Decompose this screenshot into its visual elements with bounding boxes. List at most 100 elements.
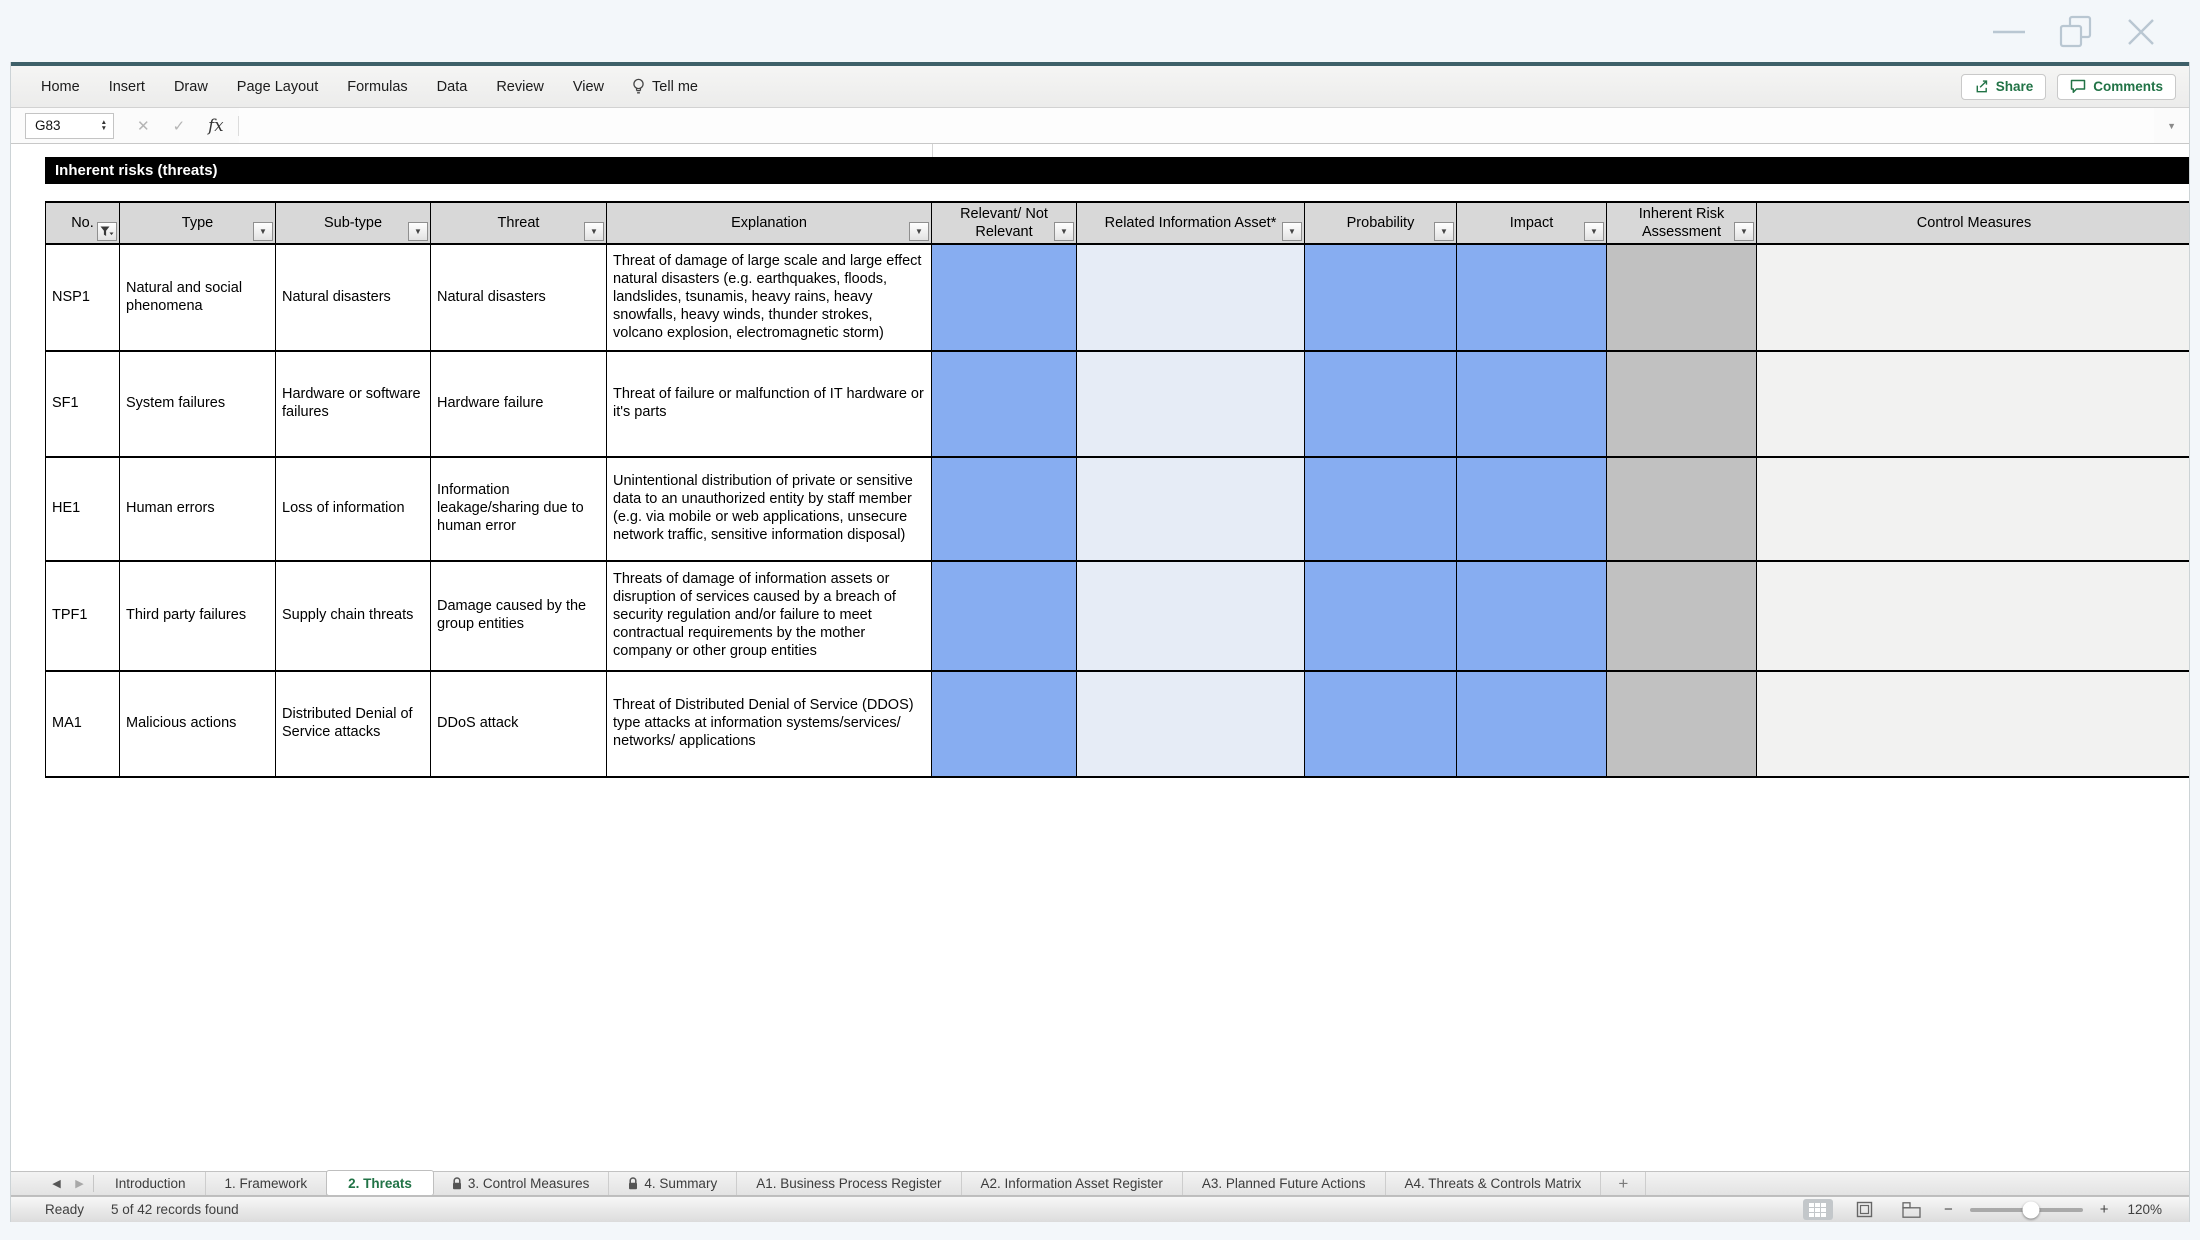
column-header-type[interactable]: Type ▼ bbox=[119, 200, 276, 246]
cell-explanation[interactable]: Threat of Distributed Denial of Service … bbox=[606, 670, 932, 779]
cell-control-measures[interactable] bbox=[1756, 456, 2189, 563]
formula-input[interactable] bbox=[238, 108, 2155, 143]
zoom-slider-knob[interactable] bbox=[2022, 1201, 2040, 1218]
menu-view[interactable]: View bbox=[572, 78, 605, 95]
column-header-probability[interactable]: Probability ▼ bbox=[1304, 200, 1457, 246]
sheet-tab-3-control-measures[interactable]: 3. Control Measures bbox=[433, 1172, 610, 1195]
cell-probability[interactable] bbox=[1304, 350, 1457, 459]
normal-view-button[interactable] bbox=[1802, 1199, 1833, 1220]
cell-relevant[interactable] bbox=[931, 560, 1077, 673]
cell-relevant[interactable] bbox=[931, 456, 1077, 563]
cell-no[interactable]: TPF1 bbox=[45, 560, 120, 673]
filter-dropdown-icon[interactable]: ▼ bbox=[1282, 222, 1302, 242]
close-button[interactable] bbox=[2124, 15, 2158, 49]
menu-draw[interactable]: Draw bbox=[173, 78, 208, 95]
cancel-icon[interactable]: ✕ bbox=[137, 117, 150, 135]
column-header-threat[interactable]: Threat ▼ bbox=[430, 200, 607, 246]
cell-type[interactable]: System failures bbox=[119, 350, 276, 459]
filter-dropdown-icon[interactable]: ▼ bbox=[909, 222, 929, 242]
sheet-tab-4-summary[interactable]: 4. Summary bbox=[609, 1172, 738, 1195]
name-box-spinner[interactable]: ▲ ▼ bbox=[98, 119, 110, 132]
column-header-explanation[interactable]: Explanation ▼ bbox=[606, 200, 932, 246]
cell-probability[interactable] bbox=[1304, 560, 1457, 673]
cell-inherent-risk[interactable] bbox=[1606, 560, 1757, 673]
minimize-button[interactable] bbox=[1990, 28, 2028, 36]
column-header-no[interactable]: No. bbox=[45, 200, 120, 246]
cell-subtype[interactable]: Hardware or software failures bbox=[275, 350, 431, 459]
cell-subtype[interactable]: Loss of information bbox=[275, 456, 431, 563]
cell-subtype[interactable]: Natural disasters bbox=[275, 243, 431, 353]
column-header-control-measures[interactable]: Control Measures bbox=[1756, 200, 2189, 246]
sheet-tab-introduction[interactable]: Introduction bbox=[96, 1172, 206, 1195]
cell-type[interactable]: Human errors bbox=[119, 456, 276, 563]
page-break-view-button[interactable] bbox=[1897, 1199, 1927, 1220]
enter-icon[interactable]: ✓ bbox=[172, 117, 186, 135]
insert-function-icon[interactable]: fx bbox=[208, 116, 224, 135]
cell-inherent-risk[interactable] bbox=[1606, 243, 1757, 353]
cell-related-asset[interactable] bbox=[1076, 243, 1305, 353]
cell-threat[interactable]: DDoS attack bbox=[430, 670, 607, 779]
sheet-tab-a4-threats-controls-matrix[interactable]: A4. Threats & Controls Matrix bbox=[1386, 1172, 1602, 1195]
cell-subtype[interactable]: Supply chain threats bbox=[275, 560, 431, 673]
filter-applied-icon[interactable] bbox=[97, 222, 117, 242]
cell-related-asset[interactable] bbox=[1076, 456, 1305, 563]
sheet-tab-1-framework[interactable]: 1. Framework bbox=[206, 1172, 328, 1195]
cell-probability[interactable] bbox=[1304, 456, 1457, 563]
prev-sheet-button[interactable]: ◀ bbox=[52, 1178, 61, 1190]
cell-inherent-risk[interactable] bbox=[1606, 670, 1757, 779]
cell-control-measures[interactable] bbox=[1756, 243, 2189, 353]
cell-no[interactable]: MA1 bbox=[45, 670, 120, 779]
cell-control-measures[interactable] bbox=[1756, 560, 2189, 673]
cell-control-measures[interactable] bbox=[1756, 350, 2189, 459]
next-sheet-button[interactable]: ▶ bbox=[75, 1178, 84, 1190]
zoom-level[interactable]: 120% bbox=[2127, 1202, 2162, 1217]
cell-impact[interactable] bbox=[1456, 560, 1607, 673]
menu-insert[interactable]: Insert bbox=[108, 78, 145, 95]
column-header-related-information-asset[interactable]: Related Information Asset* ▼ bbox=[1076, 200, 1305, 246]
cell-threat[interactable]: Damage caused by the group entities bbox=[430, 560, 607, 673]
cell-type[interactable]: Third party failures bbox=[119, 560, 276, 673]
sheet-tab-a1-business-process-register[interactable]: A1. Business Process Register bbox=[737, 1172, 962, 1195]
cell-type[interactable]: Malicious actions bbox=[119, 670, 276, 779]
name-box[interactable]: G83 ▲ ▼ bbox=[25, 112, 114, 139]
filter-dropdown-icon[interactable]: ▼ bbox=[584, 222, 604, 242]
menu-data[interactable]: Data bbox=[436, 78, 468, 95]
cell-no[interactable]: NSP1 bbox=[45, 243, 120, 353]
cell-related-asset[interactable] bbox=[1076, 670, 1305, 779]
column-header-impact[interactable]: Impact ▼ bbox=[1456, 200, 1607, 246]
sheet-tab-2-threats[interactable]: 2. Threats bbox=[326, 1170, 434, 1196]
cell-subtype[interactable]: Distributed Denial of Service attacks bbox=[275, 670, 431, 779]
menu-formulas[interactable]: Formulas bbox=[347, 78, 408, 95]
column-header-sub-type[interactable]: Sub-type ▼ bbox=[275, 200, 431, 246]
filter-dropdown-icon[interactable]: ▼ bbox=[1054, 222, 1074, 242]
zoom-out-button[interactable]: − bbox=[1943, 1201, 1953, 1218]
filter-dropdown-icon[interactable]: ▼ bbox=[253, 222, 273, 242]
menu-home[interactable]: Home bbox=[41, 78, 80, 95]
cell-type[interactable]: Natural and social phenomena bbox=[119, 243, 276, 353]
cell-inherent-risk[interactable] bbox=[1606, 456, 1757, 563]
cell-impact[interactable] bbox=[1456, 670, 1607, 779]
filter-dropdown-icon[interactable]: ▼ bbox=[1584, 222, 1604, 242]
tell-me-button[interactable]: Tell me bbox=[632, 78, 698, 96]
cell-related-asset[interactable] bbox=[1076, 560, 1305, 673]
cell-impact[interactable] bbox=[1456, 456, 1607, 563]
filter-dropdown-icon[interactable]: ▼ bbox=[1734, 222, 1754, 242]
cell-explanation[interactable]: Threat of damage of large scale and larg… bbox=[606, 243, 932, 353]
cell-probability[interactable] bbox=[1304, 670, 1457, 779]
cell-probability[interactable] bbox=[1304, 243, 1457, 353]
zoom-in-button[interactable]: + bbox=[2099, 1201, 2109, 1218]
zoom-slider[interactable] bbox=[1969, 1201, 2083, 1218]
cell-explanation[interactable]: Threat of failure or malfunction of IT h… bbox=[606, 350, 932, 459]
formula-bar-expand-icon[interactable]: ▼ bbox=[2167, 120, 2176, 131]
menu-page-layout[interactable]: Page Layout bbox=[236, 78, 319, 95]
menu-review[interactable]: Review bbox=[496, 78, 544, 95]
cell-no[interactable]: SF1 bbox=[45, 350, 120, 459]
cell-threat[interactable]: Hardware failure bbox=[430, 350, 607, 459]
sheet-tab-a2-information-asset-register[interactable]: A2. Information Asset Register bbox=[962, 1172, 1183, 1195]
cell-relevant[interactable] bbox=[931, 670, 1077, 779]
column-header-relevant-not-relevant[interactable]: Relevant/ Not Relevant ▼ bbox=[931, 200, 1077, 246]
cell-explanation[interactable]: Unintentional distribution of private or… bbox=[606, 456, 932, 563]
sheet-title-cell[interactable]: Inherent risks (threats) bbox=[45, 157, 2189, 184]
filter-dropdown-icon[interactable]: ▼ bbox=[408, 222, 428, 242]
sheet-tab-a3-planned-future-actions[interactable]: A3. Planned Future Actions bbox=[1183, 1172, 1386, 1195]
